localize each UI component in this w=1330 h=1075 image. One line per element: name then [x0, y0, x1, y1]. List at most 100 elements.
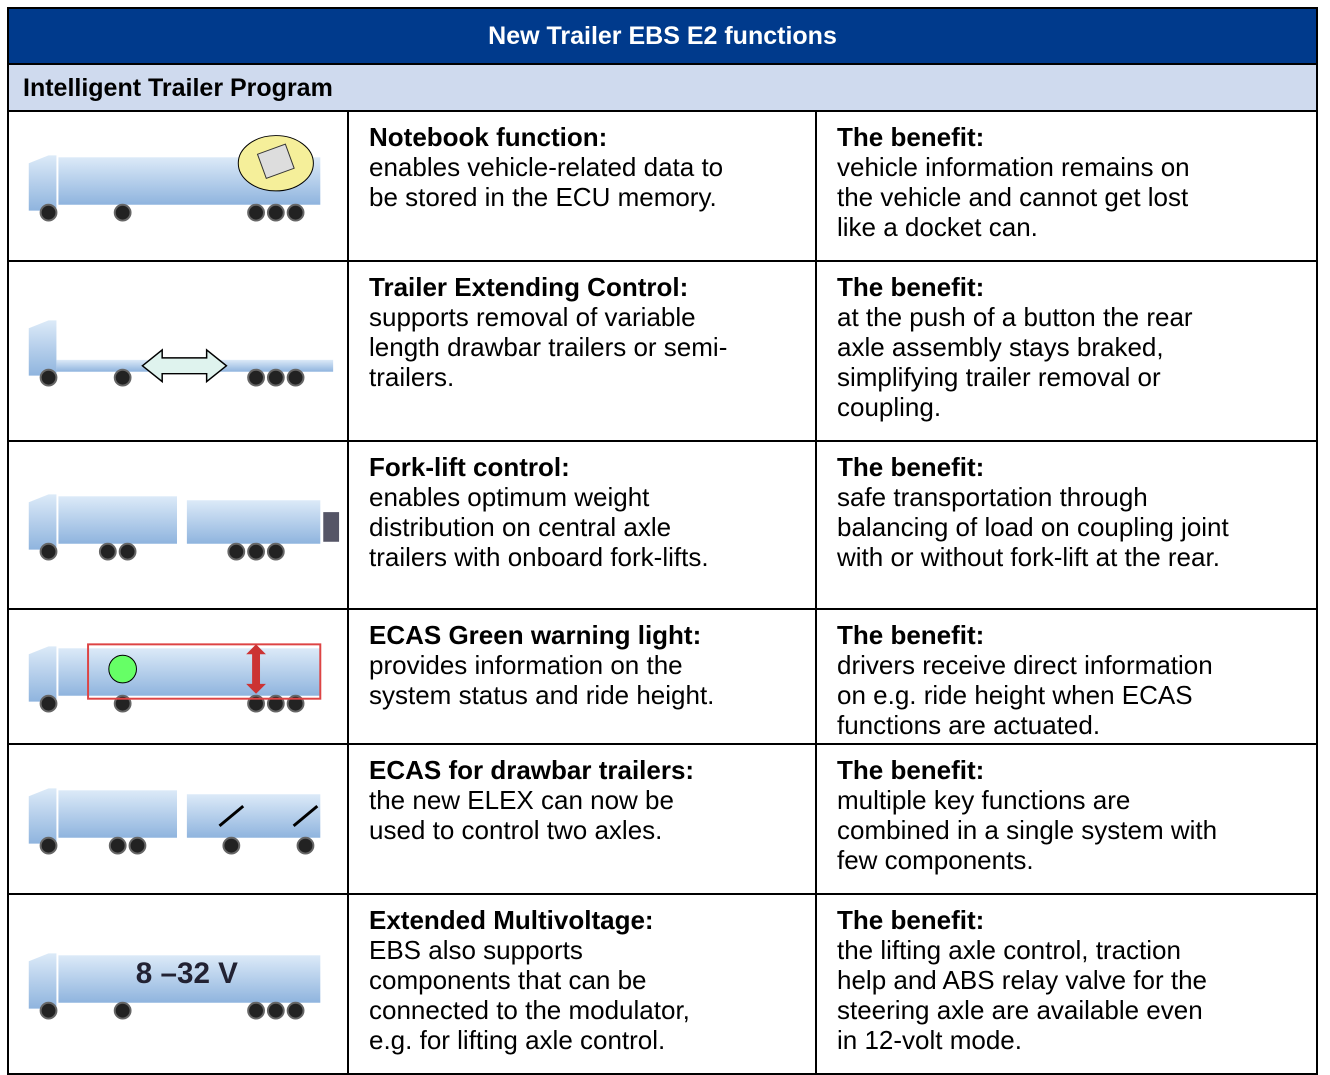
- wheel: [288, 1003, 304, 1019]
- feature-description: distribution on central axle: [369, 512, 815, 542]
- benefit-text: few components.: [837, 845, 1316, 875]
- benefit-title: The benefit:: [837, 452, 1316, 482]
- wheel: [115, 1003, 131, 1019]
- truck-cab: [29, 788, 57, 843]
- benefit-text: axle assembly stays braked,: [837, 332, 1316, 362]
- wheel: [110, 838, 126, 854]
- header-row: New Trailer EBS E2 functions: [8, 8, 1317, 64]
- benefit-text: safe transportation through: [837, 482, 1316, 512]
- truck-cab: [29, 320, 57, 375]
- benefit-text: with or without fork-lift at the rear.: [837, 542, 1316, 572]
- benefit-text: steering axle are available even: [837, 995, 1316, 1025]
- forklift: [323, 512, 339, 542]
- wheel: [228, 544, 244, 560]
- wheel: [130, 838, 146, 854]
- benefit-text: combined in a single system with: [837, 815, 1316, 845]
- truck-cab: [29, 155, 57, 210]
- vehicle-illustration: [9, 472, 345, 572]
- trailer-2: [187, 794, 320, 837]
- feature-cell: Fork-lift control:enables optimum weight…: [348, 441, 816, 609]
- benefit-text: functions are actuated.: [837, 710, 1316, 740]
- feature-description: trailers with onboard fork-lifts.: [369, 542, 815, 572]
- image-cell: [8, 441, 348, 609]
- wheel: [41, 205, 57, 221]
- benefit-text: at the push of a button the rear: [837, 302, 1316, 332]
- feature-title: ECAS for drawbar trailers:: [369, 755, 815, 785]
- feature-title: Fork-lift control:: [369, 452, 815, 482]
- feature-description: provides information on the: [369, 650, 815, 680]
- wheel: [41, 838, 57, 854]
- feature-title: ECAS Green warning light:: [369, 620, 815, 650]
- feature-description: trailers.: [369, 362, 815, 392]
- feature-description: used to control two axles.: [369, 815, 815, 845]
- image-cell: [8, 744, 348, 894]
- vehicle-illustration: [9, 298, 345, 398]
- benefit-cell: The benefit:the lifting axle control, tr…: [816, 894, 1317, 1074]
- function-row: Notebook function:enables vehicle-relate…: [8, 111, 1317, 261]
- table-body: New Trailer EBS E2 functions Intelligent…: [8, 8, 1317, 1074]
- benefit-text: simplifying trailer removal or: [837, 362, 1316, 392]
- wheel: [41, 370, 57, 386]
- wheel: [100, 544, 116, 560]
- function-row: Trailer Extending Control:supports remov…: [8, 261, 1317, 441]
- vehicle-illustration: [9, 133, 345, 233]
- trailer-1: [58, 496, 177, 543]
- image-cell: [8, 261, 348, 441]
- feature-description: connected to the modulator,: [369, 995, 815, 1025]
- feature-description: the new ELEX can now be: [369, 785, 815, 815]
- benefit-text: vehicle information remains on: [837, 152, 1316, 182]
- function-row: 8 –32 V Extended Multivoltage:EBS also su…: [8, 894, 1317, 1074]
- wheel: [298, 838, 314, 854]
- wheel: [115, 370, 131, 386]
- feature-cell: Trailer Extending Control:supports remov…: [348, 261, 816, 441]
- table-subtitle: Intelligent Trailer Program: [8, 64, 1317, 111]
- feature-title: Notebook function:: [369, 122, 815, 152]
- feature-description: length drawbar trailers or semi-: [369, 332, 815, 362]
- image-cell: [8, 609, 348, 744]
- wheel: [248, 370, 264, 386]
- extend-arrow: [142, 350, 226, 382]
- wheel: [115, 205, 131, 221]
- function-row: ECAS for drawbar trailers:the new ELEX c…: [8, 744, 1317, 894]
- wheel: [248, 544, 264, 560]
- benefit-text: the vehicle and cannot get lost: [837, 182, 1316, 212]
- vehicle-illustration: [9, 766, 345, 866]
- wheel: [248, 205, 264, 221]
- benefit-text: drivers receive direct information: [837, 650, 1316, 680]
- benefit-text: on e.g. ride height when ECAS: [837, 680, 1316, 710]
- benefit-text: multiple key functions are: [837, 785, 1316, 815]
- trailer-1: [58, 790, 177, 837]
- voltage-label: 8 –32 V: [136, 957, 238, 990]
- warning-light: [109, 655, 137, 683]
- trailer-2: [187, 500, 320, 543]
- benefit-text: coupling.: [837, 392, 1316, 422]
- truck-cab: [29, 646, 57, 701]
- benefit-cell: The benefit:at the push of a button the …: [816, 261, 1317, 441]
- wheel: [288, 370, 304, 386]
- benefit-title: The benefit:: [837, 122, 1316, 152]
- wheel: [41, 695, 57, 711]
- vehicle-illustration: [9, 624, 345, 724]
- wheel: [288, 205, 304, 221]
- wheel: [248, 1003, 264, 1019]
- vehicle-illustration: 8 –32 V: [9, 931, 345, 1031]
- feature-description: enables optimum weight: [369, 482, 815, 512]
- page-body: New Trailer EBS E2 functions Intelligent…: [0, 0, 1330, 1073]
- wheel: [268, 1003, 284, 1019]
- benefit-text: like a docket can.: [837, 212, 1316, 242]
- feature-description: enables vehicle-related data to: [369, 152, 815, 182]
- benefit-title: The benefit:: [837, 272, 1316, 302]
- wheel: [223, 838, 239, 854]
- feature-description: EBS also supports: [369, 935, 815, 965]
- feature-cell: Notebook function:enables vehicle-relate…: [348, 111, 816, 261]
- feature-description: e.g. for lifting axle control.: [369, 1025, 815, 1055]
- feature-title: Extended Multivoltage:: [369, 905, 815, 935]
- benefit-title: The benefit:: [837, 620, 1316, 650]
- wheel: [41, 1003, 57, 1019]
- wheel: [41, 544, 57, 560]
- benefit-text: help and ABS relay valve for the: [837, 965, 1316, 995]
- benefit-text: the lifting axle control, traction: [837, 935, 1316, 965]
- wheel: [268, 205, 284, 221]
